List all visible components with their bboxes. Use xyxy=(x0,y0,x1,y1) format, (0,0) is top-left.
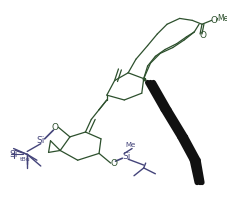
Text: O: O xyxy=(199,31,206,40)
Text: tBu: tBu xyxy=(20,157,30,162)
Text: O: O xyxy=(209,16,216,25)
Text: Me: Me xyxy=(124,142,135,148)
Text: Si: Si xyxy=(9,150,18,159)
Text: O: O xyxy=(52,123,59,132)
Text: Si: Si xyxy=(121,152,130,161)
Text: Me: Me xyxy=(217,14,227,23)
Text: O: O xyxy=(110,159,117,168)
Text: Si: Si xyxy=(37,136,45,145)
